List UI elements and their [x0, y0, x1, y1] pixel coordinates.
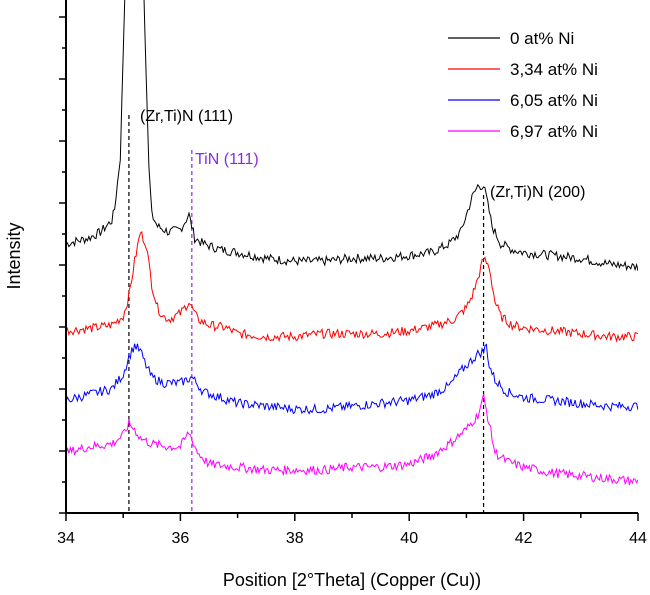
reference-label-0: (Zr,Ti)N (111) — [140, 108, 233, 125]
x-tick-label-5: 44 — [629, 530, 647, 547]
x-tick-label-3: 40 — [400, 530, 418, 547]
legend-label-1: 3,34 at% Ni — [510, 60, 598, 79]
reference-label-1: TiN (111) — [195, 151, 259, 168]
series-line-2 — [66, 343, 638, 415]
reference-lines: (Zr,Ti)N (111) TiN (111) (Zr,Ti)N (200) — [128, 108, 585, 513]
series-group — [66, 0, 638, 486]
x-tick-label-4: 42 — [515, 530, 533, 547]
legend-label-3: 6,97 at% Ni — [510, 122, 598, 141]
legend-label-0: 0 at% Ni — [510, 29, 574, 48]
x-tick-label-2: 38 — [286, 530, 304, 547]
x-tick-label-0: 34 — [57, 530, 75, 547]
y-axis-title: Intensity — [4, 222, 24, 289]
reference-label-2: (Zr,Ti)N (200) — [490, 184, 585, 201]
series-line-0 — [66, 0, 638, 272]
axes: 34 36 38 40 42 44 — [57, 0, 647, 547]
x-tick-label-1: 36 — [172, 530, 190, 547]
legend-label-2: 6,05 at% Ni — [510, 91, 598, 110]
series-line-1 — [66, 230, 638, 343]
x-axis-title: Position [2°Theta] (Copper (Cu)) — [223, 570, 481, 590]
series-line-3 — [66, 393, 638, 486]
legend: 0 at% Ni 3,34 at% Ni 6,05 at% Ni 6,97 at% N… — [448, 29, 598, 141]
